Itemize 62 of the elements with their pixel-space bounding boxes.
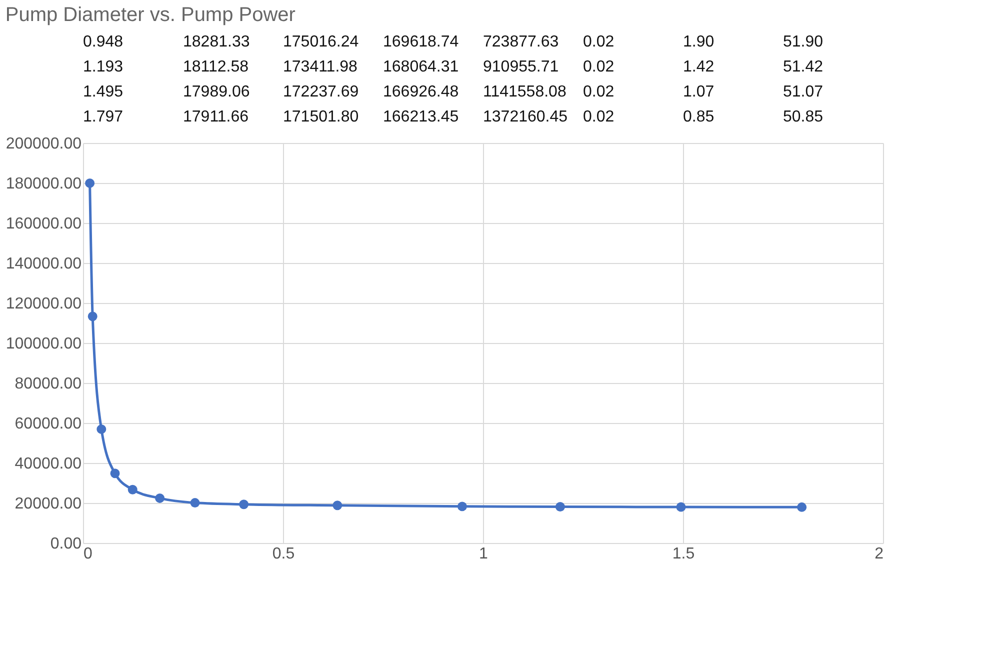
point: [555, 502, 565, 512]
point: [190, 498, 200, 508]
point: [676, 502, 686, 512]
y-tick-label: 100000.00: [6, 336, 82, 352]
point: [457, 502, 467, 512]
text: 0.02: [583, 84, 614, 100]
point: [155, 493, 165, 503]
y-tick-label: 120000.00: [6, 296, 82, 312]
x-tick-label: 0.5: [272, 546, 295, 562]
point: [128, 484, 138, 494]
y-tick-label: 80000.00: [14, 376, 82, 392]
text: 1141558.08: [483, 84, 566, 100]
text: 1.90: [683, 34, 714, 50]
y-tick-label: 160000.00: [6, 216, 82, 232]
text: 51.42: [783, 58, 824, 76]
x-tick-label: 2: [874, 546, 884, 562]
point: [96, 424, 106, 434]
y-tick-label: 20000.00: [14, 496, 82, 512]
text: 1.07: [683, 84, 714, 100]
text: 171501.80: [283, 108, 359, 126]
text: 0.02: [583, 58, 614, 76]
y-tick-label: 60000.00: [14, 416, 82, 432]
text: 723877.63: [483, 34, 559, 50]
text: 172237.69: [283, 84, 359, 100]
text: 1.797: [83, 108, 124, 126]
y-tick-label: 0.00: [50, 536, 82, 552]
text: 50.85: [783, 108, 824, 126]
text: 910955.71: [483, 58, 559, 76]
text: 17989.06: [183, 84, 250, 100]
text: 18281.33: [183, 34, 250, 50]
x-tick-label: 1.5: [672, 546, 695, 562]
point: [797, 502, 807, 512]
text: 0.948: [83, 34, 124, 50]
text: 1372160.45: [483, 108, 568, 126]
text: 166213.45: [383, 108, 459, 126]
text: 18112.58: [183, 58, 249, 76]
text: 169618.74: [383, 34, 459, 50]
point: [332, 500, 342, 510]
text: 1.193: [83, 58, 124, 76]
y-tick-label: 180000.00: [6, 176, 82, 192]
text: 168064.31: [383, 58, 459, 76]
text: 166926.48: [383, 84, 459, 100]
text: 0.85: [683, 108, 714, 126]
text: 1.42: [683, 58, 714, 76]
x-tick-label: 1: [479, 546, 488, 562]
y-tick-label: 200000.00: [6, 136, 82, 152]
text: 0.02: [583, 34, 614, 50]
point: [110, 468, 120, 478]
point: [85, 178, 95, 188]
text: 0.02: [583, 108, 614, 126]
text: 17911.66: [183, 108, 249, 126]
point: [88, 312, 98, 322]
text: 51.90: [783, 34, 824, 50]
y-tick-label: 140000.00: [6, 256, 82, 272]
x-tick-label: 0: [84, 546, 92, 562]
text: 1.495: [83, 84, 124, 100]
text: 175016.24: [283, 34, 359, 50]
point: [239, 500, 249, 510]
text: 51.07: [783, 84, 824, 100]
y-tick-label: 40000.00: [14, 456, 82, 472]
chart-title: Pump Diameter vs. Pump Power: [5, 4, 296, 26]
text: 173411.98: [283, 58, 358, 76]
